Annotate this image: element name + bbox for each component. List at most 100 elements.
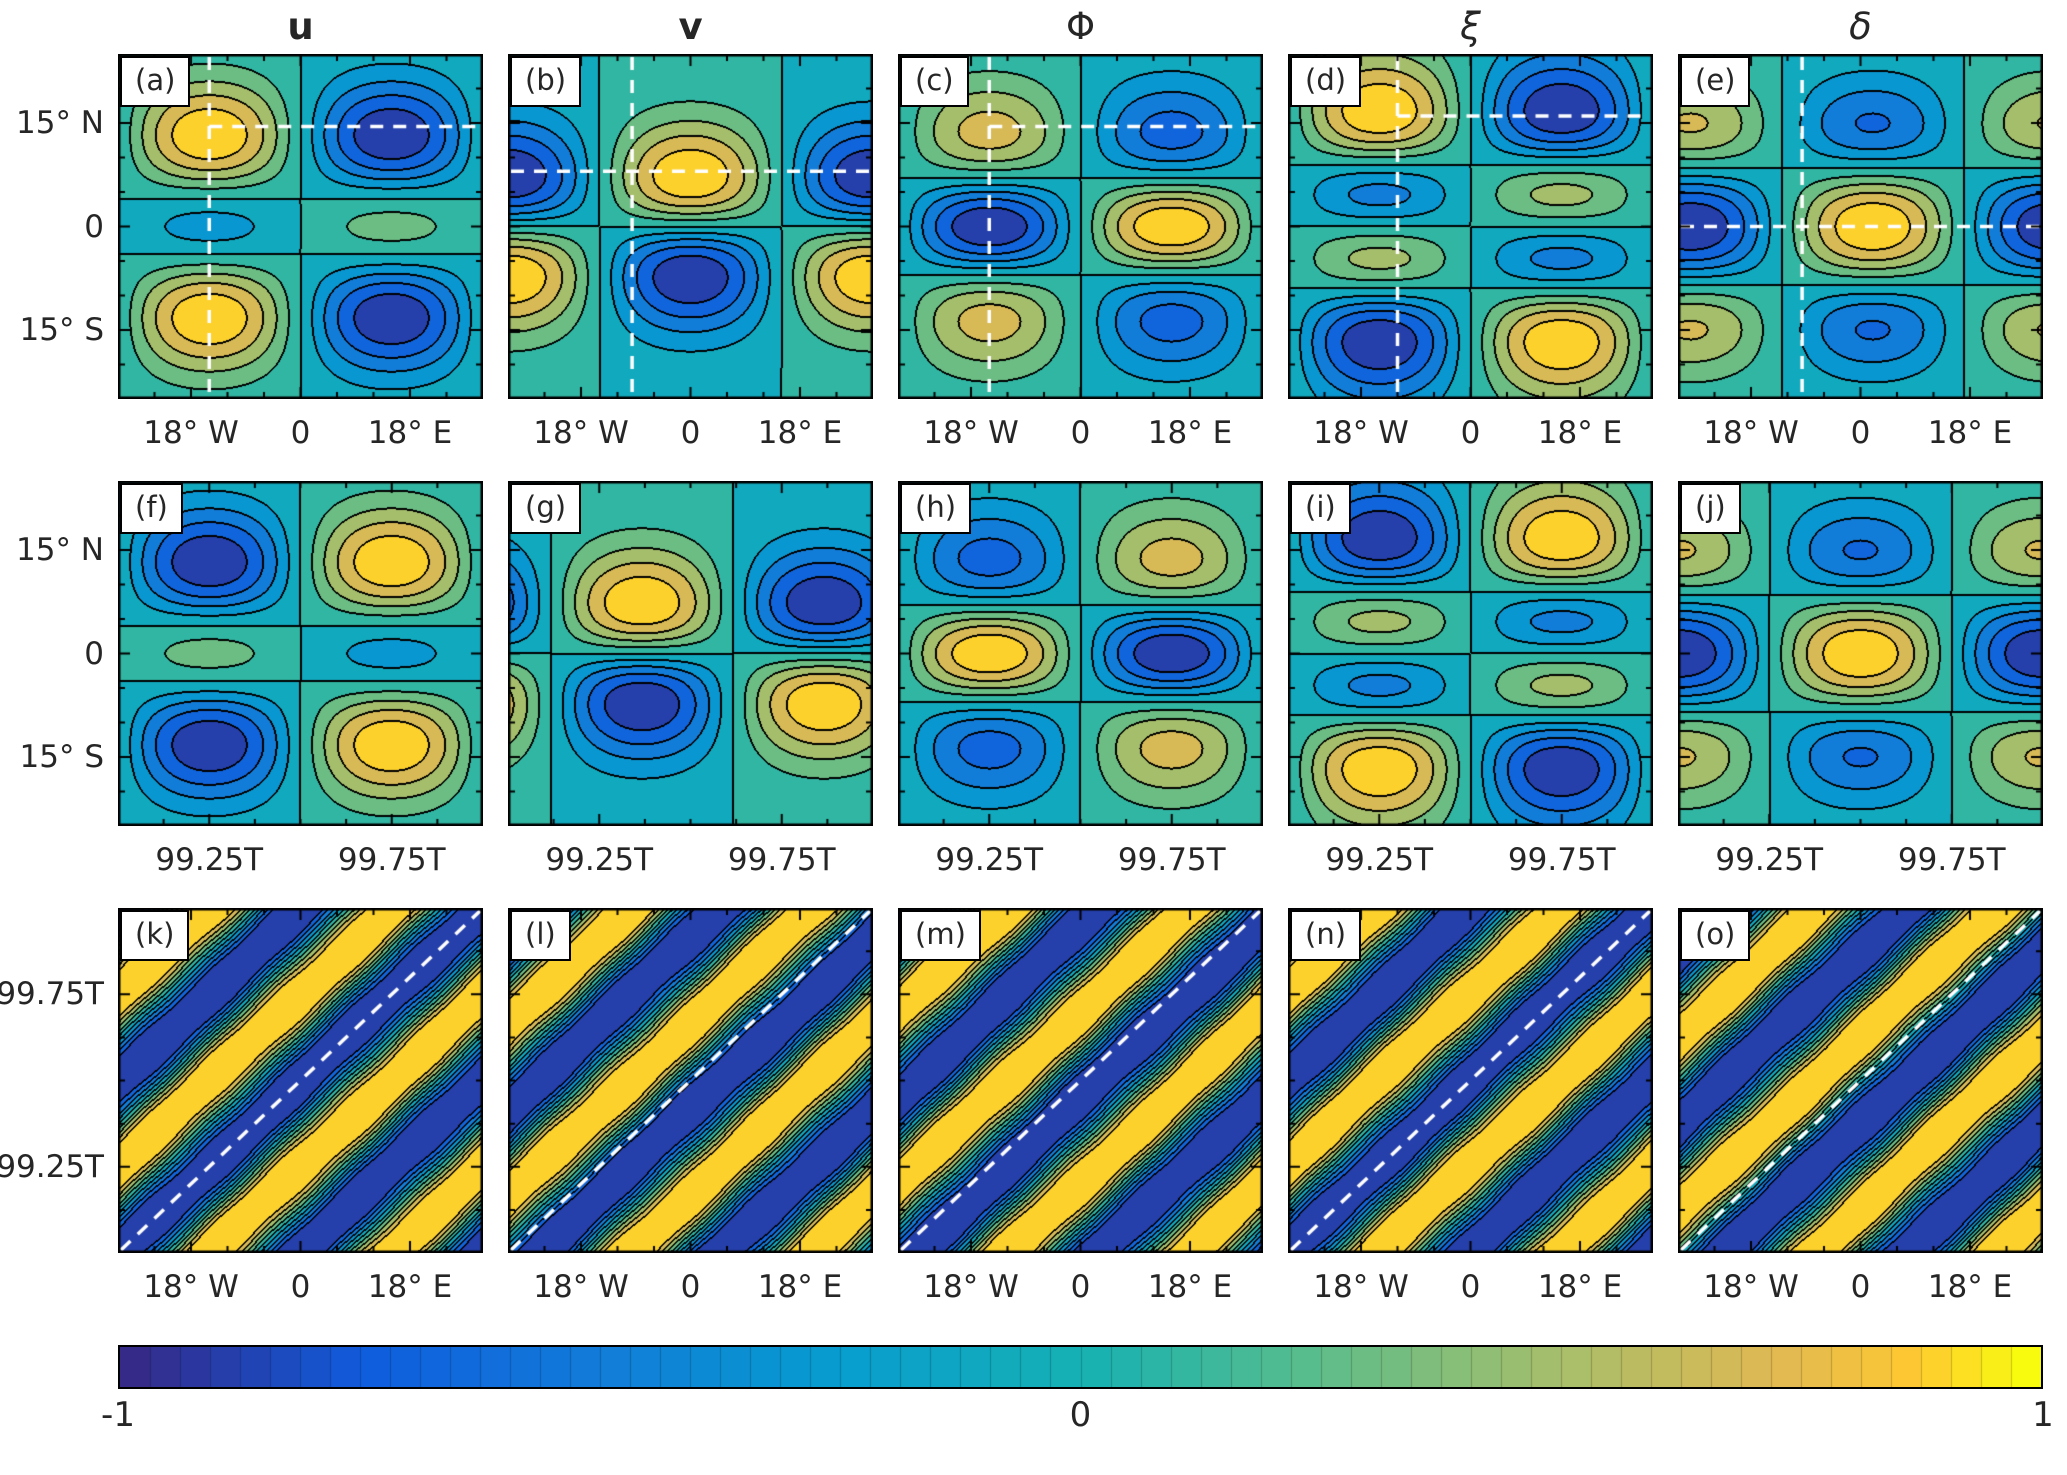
panel-grid: 15° N 0 15° S (a) (b) (c) (d) (e) 18° W 0 18° E 18°… <box>0 54 2067 1333</box>
panel-row-lat-time: 15° N 0 15° S (f) (g) (h) (i) (j) <box>0 481 2067 826</box>
panel-tag-a: (a) <box>120 56 191 107</box>
x-tick-label: 99.25T <box>1715 842 1824 878</box>
panel-tag-m: (m) <box>900 910 981 961</box>
x-axis-labels: 18° W 0 18° E <box>898 1253 1263 1333</box>
panel-h-contour-plot <box>898 481 1263 826</box>
panel-tag-f: (f) <box>120 483 183 534</box>
x-axis-labels: 18° W 0 18° E <box>118 1253 483 1333</box>
panel-a-contour-plot <box>118 54 483 399</box>
x-axis-labels: 99.25T 99.75T <box>898 826 1263 906</box>
x-tick-label: 0 <box>1070 1269 1091 1305</box>
panel-j: (j) <box>1678 481 2043 826</box>
x-tick-label: 99.25T <box>155 842 264 878</box>
panel-l: (l) <box>508 908 873 1253</box>
x-tick-label: 18° E <box>1537 1269 1623 1305</box>
x-tick-label: 99.75T <box>1117 842 1226 878</box>
panel-tag-k: (k) <box>120 910 190 961</box>
column-titles: u v Φ ξ δ <box>118 6 2043 48</box>
x-tick-label: 0 <box>1070 415 1091 451</box>
x-tick-label: 0 <box>680 1269 701 1305</box>
panel-n-contour-plot <box>1288 908 1653 1253</box>
x-tick-label: 18° E <box>1537 415 1623 451</box>
colorbar-section: -1 0 1 <box>0 1345 2067 1441</box>
panel-d-contour-plot <box>1288 54 1653 399</box>
y-tick-label: 15° S <box>19 312 104 348</box>
y-tick-label: 0 <box>84 208 104 245</box>
x-tick-label: 18° W <box>533 415 629 451</box>
x-axis-labels: 18° W 0 18° E <box>898 399 1263 479</box>
x-axis-label-cells: 99.25T 99.75T 99.25T 99.75T 99.25T 99.75T 99.2… <box>118 826 2043 906</box>
x-tick-label: 0 <box>290 415 311 451</box>
panel-j-contour-plot <box>1678 481 2043 826</box>
x-tick-label: 99.75T <box>727 842 836 878</box>
column-title-row: u v Φ ξ δ <box>0 6 2067 52</box>
x-tick-label: 18° E <box>1927 1269 2013 1305</box>
panel-cells: (f) (g) (h) (i) (j) <box>118 481 2043 826</box>
panel-tag-h: (h) <box>900 483 972 534</box>
panel-m-contour-plot <box>898 908 1263 1253</box>
panel-tag-o: (o) <box>1680 910 1751 961</box>
x-tick-label: 18° W <box>533 1269 629 1305</box>
x-axis-labels: 18° W 0 18° E <box>1678 1253 2043 1333</box>
x-axis-gutter <box>0 1253 118 1333</box>
x-axis-labels: 18° W 0 18° E <box>118 399 483 479</box>
y-tick-label: 15° N <box>16 532 104 568</box>
colorbar-min-label: -1 <box>101 1395 135 1435</box>
panel-tag-c: (c) <box>900 56 969 107</box>
panel-b-contour-plot <box>508 54 873 399</box>
y-tick-label: 0 <box>84 635 104 672</box>
y-axis-labels: 15° N 0 15° S <box>0 54 118 399</box>
panel-g-contour-plot <box>508 481 873 826</box>
x-tick-label: 18° E <box>1927 415 2013 451</box>
x-tick-label: 0 <box>290 1269 311 1305</box>
x-axis-gutter <box>0 826 118 906</box>
x-axis-labels: 99.25T 99.75T <box>1678 826 2043 906</box>
colorbar-canvas <box>118 1345 2043 1389</box>
y-tick-label: 99.25T <box>0 1148 104 1185</box>
panel-tag-i: (i) <box>1290 483 1351 534</box>
colorbar-mid-label: 0 <box>1069 1395 1092 1435</box>
column-title-xi: ξ <box>1460 5 1481 48</box>
panel-row-time-lon-hovmoller: 99.75T 99.25T (k) (l) (m) (n) (o) <box>0 908 2067 1253</box>
panel-a: (a) <box>118 54 483 399</box>
x-axis-labels: 18° W 0 18° E <box>1288 1253 1653 1333</box>
panel-tag-n: (n) <box>1290 910 1362 961</box>
x-axis-labels: 18° W 0 18° E <box>508 399 873 479</box>
x-axis-labels: 18° W 0 18° E <box>1288 399 1653 479</box>
panel-tag-d: (d) <box>1290 56 1362 107</box>
x-tick-label: 18° E <box>1147 415 1233 451</box>
colorbar-labels: -1 0 1 <box>101 1389 2054 1441</box>
panel-cells: (k) (l) (m) (n) (o) <box>118 908 2043 1253</box>
x-tick-label: 18° W <box>1313 415 1409 451</box>
x-tick-label: 99.75T <box>1507 842 1616 878</box>
panel-d: (d) <box>1288 54 1653 399</box>
x-tick-label: 18° W <box>1703 415 1799 451</box>
x-axis-labels: 99.25T 99.75T <box>508 826 873 906</box>
panel-c-contour-plot <box>898 54 1263 399</box>
panel-h: (h) <box>898 481 1263 826</box>
panel-tag-l: (l) <box>510 910 571 961</box>
x-tick-label: 0 <box>1460 415 1481 451</box>
colorbar: -1 0 1 <box>101 1345 2054 1441</box>
panel-i: (i) <box>1288 481 1653 826</box>
panel-e: (e) <box>1678 54 2043 399</box>
panel-m: (m) <box>898 908 1263 1253</box>
x-tick-label: 99.75T <box>1897 842 2006 878</box>
x-axis-labels: 99.25T 99.75T <box>1288 826 1653 906</box>
panel-f: (f) <box>118 481 483 826</box>
x-tick-label: 99.25T <box>935 842 1044 878</box>
panel-row-lat-lon: 15° N 0 15° S (a) (b) (c) (d) (e) <box>0 54 2067 399</box>
colorbar-max-label: 1 <box>2032 1395 2054 1435</box>
x-tick-label: 18° E <box>367 1269 453 1305</box>
panel-g: (g) <box>508 481 873 826</box>
x-tick-label: 0 <box>1850 415 1871 451</box>
wave-structure-figure: u v Φ ξ δ 15° N 0 15° S (a) (b) (c) (d) (e) 18° … <box>0 6 2067 1441</box>
panel-cells: (a) (b) (c) (d) (e) <box>118 54 2043 399</box>
y-axis-labels: 15° N 0 15° S <box>0 481 118 826</box>
panel-o-contour-plot <box>1678 908 2043 1253</box>
x-tick-label: 18° W <box>143 415 239 451</box>
